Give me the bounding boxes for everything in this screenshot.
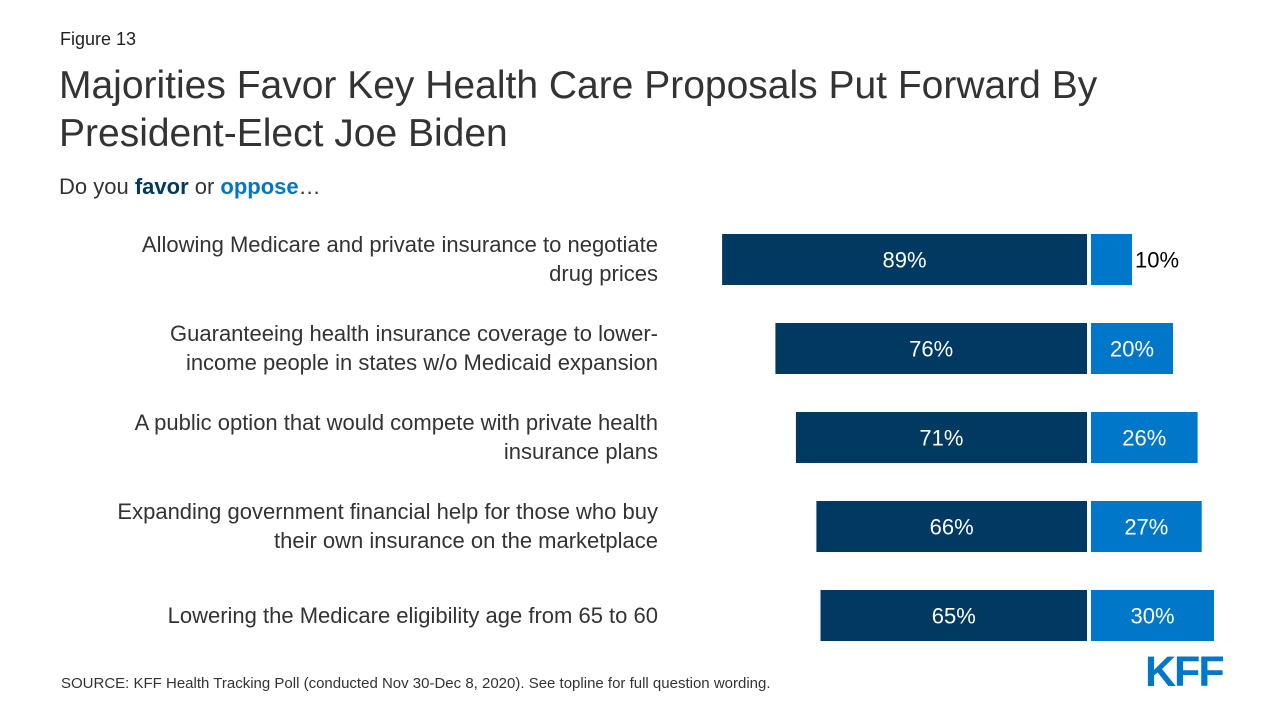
subtitle-prefix: Do you: [59, 174, 135, 199]
category-label: Allowing Medicare and private insurance …: [58, 230, 658, 288]
kff-logo-text: KFF: [1145, 650, 1223, 690]
favor-bar: [820, 590, 1087, 641]
category-label-text: A public option that would compete with …: [134, 410, 658, 464]
category-label-text: Expanding government financial help for …: [117, 499, 658, 553]
category-label-text: Lowering the Medicare eligibility age fr…: [167, 602, 658, 628]
figure-label: Figure 13: [60, 29, 137, 49]
favor-bar: [722, 234, 1087, 285]
favor-value-label: 65%: [932, 604, 976, 629]
favor-value-label: 89%: [883, 248, 927, 273]
subtitle-favor: favor: [134, 174, 189, 199]
oppose-bar: [1091, 412, 1198, 463]
oppose-bar: [1091, 590, 1214, 641]
category-label-text: Guaranteeing health insurance coverage t…: [170, 321, 658, 375]
category-label: Lowering the Medicare eligibility age fr…: [58, 586, 658, 644]
favor-bar: [795, 412, 1087, 463]
oppose-value-label: 20%: [1110, 337, 1154, 362]
oppose-value-label: 30%: [1130, 604, 1174, 629]
chart-title: Majorities Favor Key Health Care Proposa…: [59, 64, 1098, 155]
favor-value-label: 66%: [930, 515, 974, 540]
favor-bar: [775, 323, 1087, 374]
subtitle-middle: or: [188, 174, 221, 199]
favor-value-label: 76%: [909, 337, 953, 362]
chart-subtitle: Do you favor or oppose…: [59, 174, 321, 200]
oppose-value-label: 26%: [1122, 426, 1166, 451]
oppose-value-label: 27%: [1124, 515, 1168, 540]
category-label: Guaranteeing health insurance coverage t…: [58, 319, 658, 377]
kff-logo: KFF: [1145, 650, 1225, 690]
oppose-bar: [1091, 323, 1173, 374]
category-label: A public option that would compete with …: [58, 408, 658, 466]
favor-bar: [816, 501, 1087, 552]
category-label: Expanding government financial help for …: [58, 497, 658, 555]
oppose-value-label: 10%: [1135, 248, 1179, 273]
category-label-text: Allowing Medicare and private insurance …: [141, 232, 658, 286]
source-note: SOURCE: KFF Health Tracking Poll (conduc…: [61, 675, 771, 692]
oppose-bar: [1091, 501, 1202, 552]
oppose-bar: [1091, 234, 1132, 285]
subtitle-suffix: …: [298, 174, 321, 199]
subtitle-oppose: oppose: [220, 174, 299, 199]
favor-value-label: 71%: [919, 426, 963, 451]
